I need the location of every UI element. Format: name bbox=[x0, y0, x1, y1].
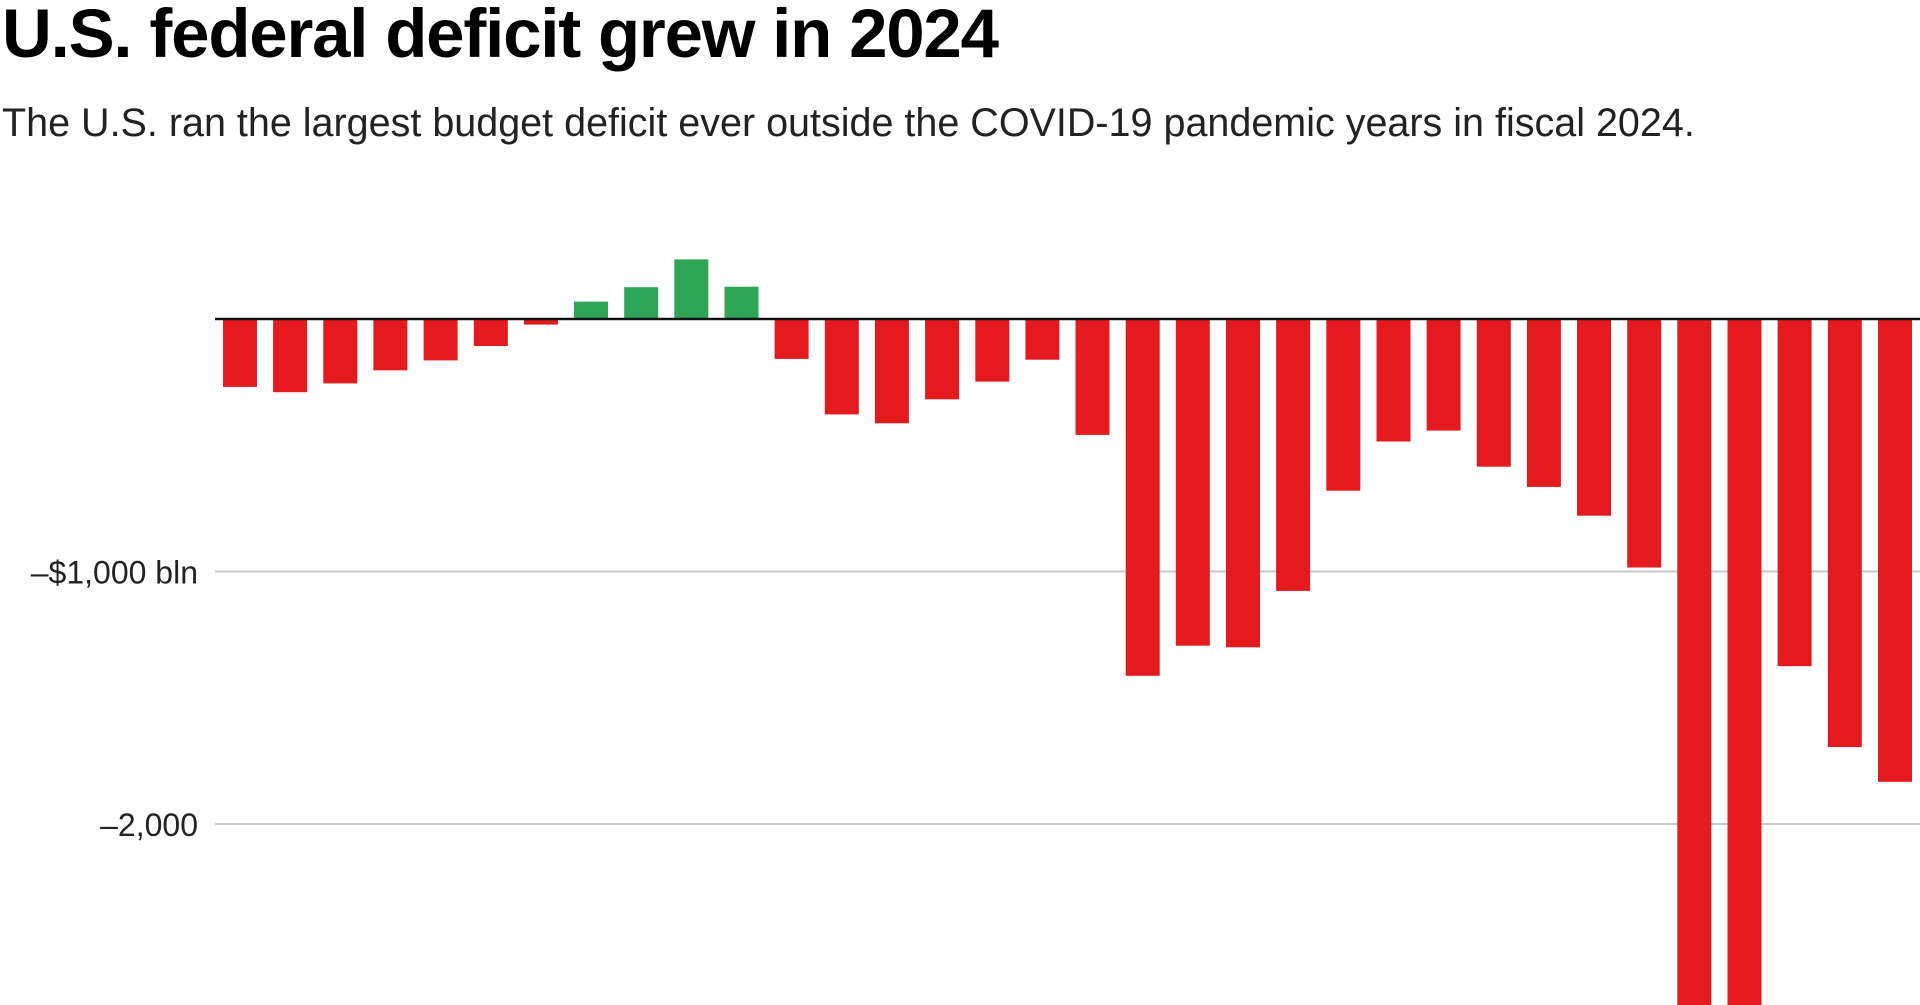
deficit-bar-2020 bbox=[1677, 319, 1712, 1005]
deficit-bar-1993 bbox=[323, 319, 358, 384]
deficit-bar-2023 bbox=[1827, 319, 1862, 747]
deficit-bar-2005 bbox=[925, 319, 960, 400]
deficit-bar-2006 bbox=[975, 319, 1010, 382]
deficit-bar-2018 bbox=[1577, 319, 1611, 516]
surplus-bar-1999 bbox=[624, 287, 659, 319]
deficit-bar-2002 bbox=[774, 319, 809, 359]
deficit-bar-2004 bbox=[874, 319, 909, 424]
deficit-bar-2016 bbox=[1476, 319, 1511, 467]
surplus-bar-1998 bbox=[574, 301, 608, 319]
deficit-bar-2008 bbox=[1075, 319, 1110, 435]
deficit-bar-2017 bbox=[1526, 319, 1561, 487]
deficit-bar-1994 bbox=[373, 319, 408, 371]
y-tick-label: –2,000 bbox=[100, 807, 198, 843]
deficit-bar-2009 bbox=[1125, 319, 1160, 676]
deficit-bar-2010 bbox=[1175, 319, 1210, 646]
chart-title: U.S. federal deficit grew in 2024 bbox=[2, 0, 999, 72]
chart-subtitle: The U.S. ran the largest budget deficit … bbox=[2, 101, 1695, 145]
deficit-bar-2011 bbox=[1226, 319, 1260, 648]
deficit-bar-2015 bbox=[1426, 319, 1461, 431]
deficit-bar-2022 bbox=[1777, 319, 1812, 667]
bars bbox=[223, 259, 1912, 1005]
deficit-bar-1996 bbox=[473, 319, 508, 346]
deficit-bar-2013 bbox=[1326, 319, 1361, 491]
y-axis-labels: –$1,000 bln –2,000 bbox=[31, 555, 198, 844]
surplus-bar-2000 bbox=[674, 259, 709, 319]
deficit-bar-1995 bbox=[423, 319, 458, 361]
deficit-bar-1992 bbox=[273, 319, 308, 393]
gridlines bbox=[215, 570, 1920, 825]
deficit-bar-2012 bbox=[1276, 319, 1311, 591]
deficit-bar-1991 bbox=[223, 319, 257, 387]
y-tick-label: –$1,000 bln bbox=[31, 555, 198, 591]
surplus-bar-2001 bbox=[724, 286, 759, 319]
deficit-bar-2007 bbox=[1025, 319, 1060, 360]
deficit-bar-2014 bbox=[1376, 319, 1411, 442]
deficit-bar-2024 bbox=[1878, 319, 1912, 782]
deficit-bar-2003 bbox=[824, 319, 859, 415]
deficit-bar-1997 bbox=[523, 319, 558, 325]
deficit-bar-2021 bbox=[1727, 319, 1762, 1005]
deficit-bar-2019 bbox=[1627, 319, 1662, 568]
